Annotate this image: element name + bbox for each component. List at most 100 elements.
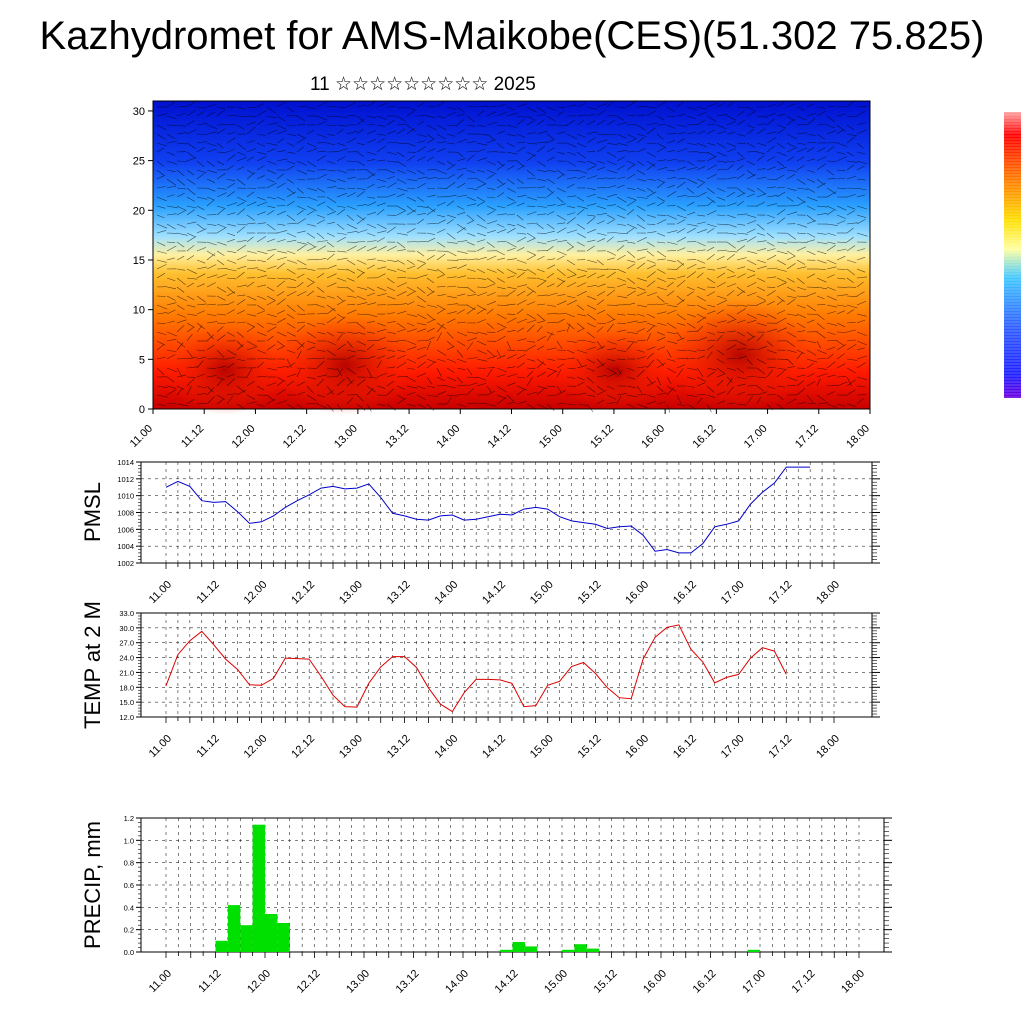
y-axis-label: PMSL: [80, 482, 105, 542]
y-tick-label: 0.6: [124, 881, 134, 890]
x-tick-label: 15.12: [576, 579, 604, 607]
y-tick-label: 21.0: [119, 668, 134, 677]
section-y-tick-label: 20: [133, 205, 145, 217]
y-tick-label: 1004: [117, 542, 134, 551]
y-tick-label: 33.0: [119, 609, 134, 618]
section-x-tick-label: 16.12: [691, 423, 719, 451]
x-tick-label: 11.12: [194, 733, 221, 760]
precip-bar: [586, 948, 600, 952]
y-tick-label: 1010: [117, 492, 134, 501]
x-tick-label: 15.00: [542, 968, 570, 996]
x-tick-label: 18.00: [839, 968, 867, 996]
x-tick-label: 12.12: [295, 968, 323, 996]
y-tick-label: 1006: [117, 525, 134, 534]
temp-series-line: [165, 624, 787, 713]
x-tick-label: 11.00: [147, 733, 174, 760]
y-tick-label: 18.0: [119, 683, 134, 692]
section-x-tick-label: 15.00: [537, 423, 565, 451]
x-tick-label: 17.12: [766, 579, 794, 607]
y-tick-label: 1.2: [124, 814, 134, 823]
precip-bar: [265, 914, 278, 952]
temperature-chart: 12.0 15.0 18.0 21.0 24.0 27.0 30.0 33.0 11.00 11.…: [80, 601, 880, 761]
x-tick-label: 14.00: [432, 733, 460, 761]
y-tick-label: 0.0: [124, 948, 134, 957]
x-tick-label: 16.00: [623, 579, 651, 607]
x-tick-label: 18.00: [814, 579, 842, 607]
section-x-tick-label: 11.00: [128, 423, 155, 450]
cross-section-chart: 0 5 10 15 20 25 30 11.00 11.12 12.00 12.12 13.00 13.…: [128, 100, 872, 451]
grid: [141, 461, 872, 564]
precip-bar: [252, 824, 265, 952]
precip-bar: [562, 949, 575, 952]
x-tick-label: 17.00: [719, 733, 747, 761]
color-scale-bands: [1004, 111, 1021, 398]
x-tick-label: 15.12: [576, 733, 604, 761]
section-x-tick-label: 17.00: [742, 423, 770, 451]
x-tick-label: 16.00: [641, 968, 669, 996]
x-tick-label: 14.00: [443, 968, 471, 996]
color-scale-bar: [1004, 111, 1021, 398]
section-y-tick-label: 0: [139, 404, 145, 416]
precip-bar: [524, 946, 538, 952]
y-tick-label: 1012: [117, 475, 134, 484]
y-tick-label: 1008: [117, 509, 134, 518]
x-tick-label: 13.12: [385, 733, 413, 761]
x-tick-label: 12.12: [289, 733, 317, 761]
x-tick-label: 13.00: [337, 733, 365, 761]
color-scale-fill: [1004, 112, 1021, 398]
chart-subtitle: 11 ☆☆☆☆☆☆☆☆☆ 2025: [310, 74, 536, 95]
page-title: Kazhydromet for AMS-Maikobe(CES)(51.302 …: [39, 14, 985, 58]
precip-bar: [277, 923, 290, 952]
frame: [140, 612, 873, 718]
x-tick-label: 18.00: [814, 733, 842, 761]
x-tick-label: 14.00: [432, 579, 460, 607]
section-x-tick-label: 14.00: [434, 423, 462, 451]
precip-bar: [215, 940, 228, 952]
section-x-tick-label: 12.00: [230, 423, 258, 451]
x-tick-label: 11.12: [196, 968, 223, 995]
precip-bar: [747, 949, 760, 952]
warm-core-1: [275, 315, 415, 415]
y-axis-label: PRECIP, mm: [80, 821, 105, 949]
section-x-tick-label: 15.12: [588, 423, 616, 451]
x-tick-label: 16.00: [623, 733, 651, 761]
precipitation-chart: 0.0 0.2 0.4 0.6 0.8 1.0 1.2 11.00 11.12 12.00 12.1…: [80, 814, 892, 996]
section-x-tick-label: 17.12: [793, 423, 821, 451]
y-axis-label: TEMP at 2 M: [80, 601, 105, 729]
y-tick-label: 15.0: [119, 698, 134, 707]
x-tick-label: 13.00: [337, 579, 365, 607]
precip-bar: [574, 944, 587, 952]
section-x-tick-label: 11.12: [179, 423, 206, 450]
x-tick-label: 15.12: [592, 968, 620, 996]
section-y-tick-label: 5: [139, 354, 145, 366]
section-x-tick-label: 12.12: [281, 423, 309, 451]
x-tick-label: 14.12: [480, 733, 508, 761]
x-tick-label: 15.00: [528, 579, 556, 607]
x-tick-label: 11.12: [194, 579, 221, 606]
precip-bar: [512, 942, 525, 952]
warm-core-0: [165, 325, 285, 415]
pmsl-series-line: [165, 466, 811, 554]
y-tick-label: 30.0: [119, 624, 134, 633]
pmsl-chart: 1002 1004 1006 1008 1010 1012 1014 11.00 11.12 12…: [80, 458, 880, 607]
precip-bar: [500, 949, 513, 952]
x-tick-label: 14.12: [493, 968, 521, 996]
x-tick-label: 13.00: [344, 968, 372, 996]
y-tick-label: 12.0: [119, 713, 134, 722]
x-tick-label: 12.00: [242, 579, 270, 607]
section-x-tick-label: 13.00: [332, 423, 360, 451]
x-tick-label: 15.00: [528, 733, 556, 761]
x-tick-label: 12.00: [245, 968, 273, 996]
y-tick-label: 0.4: [124, 903, 134, 912]
section-x-tick-label: 18.00: [844, 423, 872, 451]
x-tick-label: 12.12: [289, 579, 317, 607]
precip-bar: [240, 925, 253, 952]
section-x-tick-label: 16.00: [639, 423, 667, 451]
x-tick-label: 17.00: [719, 579, 747, 607]
x-tick-label: 14.12: [480, 579, 508, 607]
y-tick-label: 1014: [117, 458, 134, 467]
y-tick-label: 1.0: [124, 836, 134, 845]
y-tick-label: 27.0: [119, 639, 134, 648]
section-y-tick-label: 15: [133, 255, 145, 267]
